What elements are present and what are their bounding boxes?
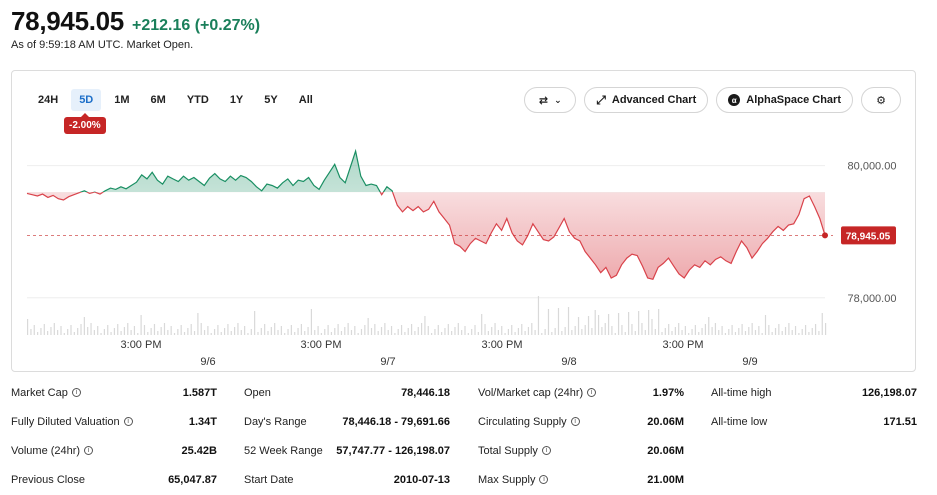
stat-value: 57,747.77 - 126,198.07 <box>336 444 450 457</box>
chart-card: 24H 5D 1M 6M YTD 1Y 5Y All -2.00% ⇄ ⌄ ⤢ … <box>11 70 916 372</box>
date-tick-label: 9/9 <box>742 356 757 368</box>
range-all[interactable]: All <box>298 94 313 106</box>
stat-label: Open <box>244 386 271 399</box>
stat-row: Market Cap i 1.587T <box>11 378 217 407</box>
price-change: +212.16 (+0.27%) <box>131 17 261 34</box>
stat-label: Fully Diluted Valuation <box>11 415 120 428</box>
range-change-badge: -2.00% <box>64 113 106 134</box>
info-icon[interactable]: i <box>570 417 580 426</box>
price-header: 78,945.05 +212.16 (+0.27%) As of 9:59:18… <box>11 6 260 51</box>
chart-settings-button[interactable]: ⚙ <box>861 87 901 113</box>
stat-value: 1.34T <box>188 415 217 428</box>
stat-label: Max Supply <box>478 473 536 486</box>
gear-icon: ⚙ <box>876 94 886 107</box>
stat-row: Vol/Market cap (24hr) i 1.97% <box>478 378 684 407</box>
stat-value: 126,198.07 <box>861 386 917 399</box>
stat-value: 20.06M <box>647 444 684 457</box>
stat-value: 78,446.18 - 79,691.66 <box>342 415 450 428</box>
x-tick-label: 3:00 PM <box>301 339 342 351</box>
date-tick-label: 9/7 <box>380 356 395 368</box>
current-price-tag <box>841 226 896 245</box>
stats-column-3: Vol/Market cap (24hr) i 1.97% Circulating S… <box>478 378 684 494</box>
range-ytd[interactable]: YTD <box>186 94 209 106</box>
stat-label: All-time low <box>711 415 768 428</box>
stat-row: All-time low 171.51 <box>711 407 917 436</box>
stat-row: All-time high 126,198.07 <box>711 378 917 407</box>
current-price-label: 78,945.05 <box>846 231 891 242</box>
stat-row: Circulating Supply i 20.06M <box>478 407 684 436</box>
stat-value: 20.06M <box>647 415 684 428</box>
as-of-timestamp: As of 9:59:18 AM UTC. Market Open. <box>11 39 194 51</box>
stat-value: 2010-07-13 <box>393 473 450 486</box>
advanced-chart-button[interactable]: ⤢ Advanced Chart <box>584 87 709 113</box>
price-line-down <box>26 192 826 281</box>
current-price: 78,945.05 <box>11 6 124 36</box>
stat-value: 25.42B <box>181 444 217 457</box>
area-below-fill <box>27 192 825 280</box>
stat-label: 52 Week Range <box>244 444 323 457</box>
info-icon[interactable]: i <box>587 388 597 397</box>
stat-label: Previous Close <box>11 473 85 486</box>
range-24h[interactable]: 24H <box>38 94 59 106</box>
stat-row: 52 Week Range 57,747.77 - 126,198.07 <box>244 436 450 465</box>
info-icon[interactable]: i <box>84 446 94 455</box>
chevron-down-icon: ⌄ <box>554 94 562 105</box>
range-selector: 24H 5D 1M 6M YTD 1Y 5Y All <box>30 89 326 111</box>
volume-bars <box>27 296 827 335</box>
range-1y[interactable]: 1Y <box>229 94 244 106</box>
x-tick-label: 3:00 PM <box>482 339 523 351</box>
stat-value: 65,047.87 <box>168 473 217 486</box>
stat-row: Max Supply i 21.00M <box>478 465 684 494</box>
stat-row: Previous Close 65,047.87 <box>11 465 217 494</box>
range-5d[interactable]: 5D <box>71 89 102 111</box>
y-tick-label: 78,000.00 <box>848 293 897 305</box>
range-6m[interactable]: 6M <box>150 94 166 106</box>
stat-label: Circulating Supply <box>478 415 567 428</box>
advanced-chart-label: Advanced Chart <box>611 94 697 106</box>
stats-column-1: Market Cap i 1.587T Fully Diluted Valuation… <box>11 378 217 494</box>
compare-toggle-button[interactable]: ⇄ ⌄ <box>524 87 577 113</box>
stat-row: Start Date 2010-07-13 <box>244 465 450 494</box>
info-icon[interactable]: i <box>539 475 549 484</box>
alphaspace-logo-icon: α <box>728 94 741 106</box>
stat-label: All-time high <box>711 386 772 399</box>
info-icon[interactable]: i <box>71 388 81 397</box>
stat-row: Day's Range 78,446.18 - 79,691.66 <box>244 407 450 436</box>
stat-label: Volume (24hr) <box>11 444 81 457</box>
stat-row: Volume (24hr) i 25.42B <box>11 436 217 465</box>
stats-column-4: All-time high 126,198.07 All-time low 171.5… <box>711 378 917 436</box>
stats-column-2: Open 78,446.18 Day's Range 78,446.18 - 79,6… <box>244 378 450 494</box>
date-tick-label: 9/8 <box>561 356 576 368</box>
stat-value: 78,446.18 <box>401 386 450 399</box>
swap-arrows-icon: ⇄ <box>538 94 549 107</box>
stat-label: Start Date <box>244 473 294 486</box>
info-icon[interactable]: i <box>123 417 133 426</box>
range-1m[interactable]: 1M <box>114 94 130 106</box>
current-price-dot <box>822 232 828 239</box>
stat-value: 1.587T <box>182 386 217 399</box>
date-tick-label: 9/6 <box>200 356 215 368</box>
stat-label: Market Cap <box>11 386 68 399</box>
stat-row: Open 78,446.18 <box>244 378 450 407</box>
x-tick-label: 3:00 PM <box>121 339 162 351</box>
expand-arrow-icon: ⤢ <box>596 92 606 107</box>
stat-value: 21.00M <box>647 473 684 486</box>
info-icon[interactable]: i <box>541 446 551 455</box>
price-line-up <box>79 148 394 193</box>
alphaspace-chart-label: AlphaSpace Chart <box>746 94 841 106</box>
area-above-fill <box>27 151 825 193</box>
stat-value: 171.51 <box>883 415 917 428</box>
price-chart[interactable]: 80,000.00 78,000.00 78,945.05 3:00 PM 3:00 P… <box>12 71 917 373</box>
stat-row: Fully Diluted Valuation i 1.34T <box>11 407 217 436</box>
range-5y[interactable]: 5Y <box>264 94 278 106</box>
stat-row: Total Supply i 20.06M <box>478 436 684 465</box>
stat-label: Vol/Market cap (24hr) <box>478 386 584 399</box>
alphaspace-chart-button[interactable]: α AlphaSpace Chart <box>716 87 853 113</box>
stat-value: 1.97% <box>652 386 684 399</box>
stat-label: Total Supply <box>478 444 538 457</box>
stat-label: Day's Range <box>244 415 307 428</box>
x-tick-label: 3:00 PM <box>663 339 704 351</box>
y-tick-label: 80,000.00 <box>848 161 897 173</box>
chart-toolbar: ⇄ ⌄ ⤢ Advanced Chart α AlphaSpace Chart … <box>516 87 901 113</box>
